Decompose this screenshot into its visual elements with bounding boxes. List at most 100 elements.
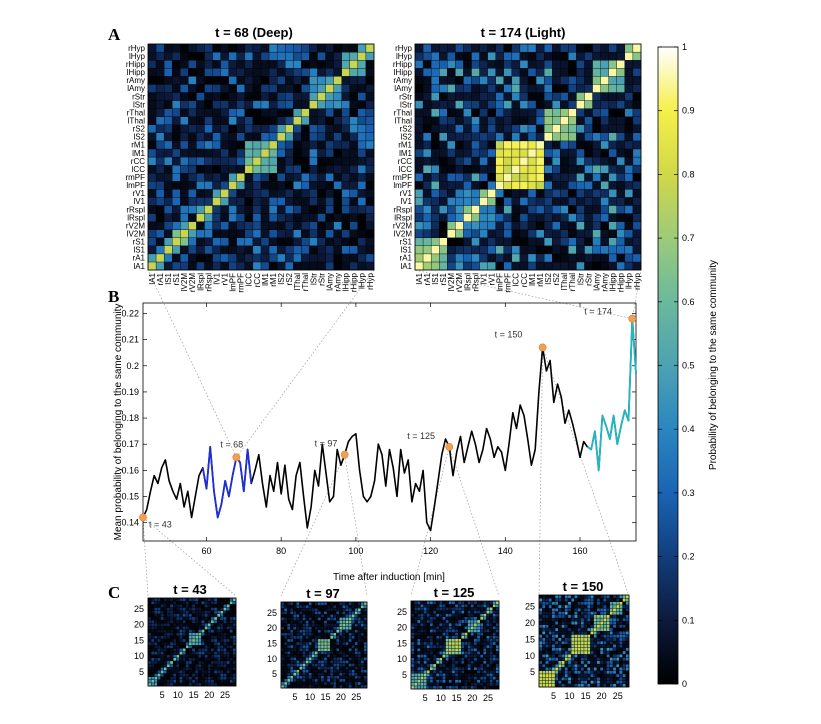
matrix-cell bbox=[303, 676, 306, 679]
matrix-cell bbox=[542, 602, 545, 605]
matrix-cell bbox=[520, 44, 528, 52]
matrix-cell bbox=[188, 262, 196, 270]
matrix-cell bbox=[318, 254, 326, 262]
matrix-cell bbox=[496, 661, 499, 664]
matrix-cell bbox=[293, 205, 301, 213]
matrix-cell bbox=[431, 230, 439, 238]
matrix-cell bbox=[230, 633, 233, 636]
matrix-cell bbox=[301, 125, 309, 133]
matrix-cell bbox=[358, 645, 361, 648]
matrix-cell bbox=[623, 602, 626, 605]
matrix-cell bbox=[458, 639, 461, 642]
matrix-cell bbox=[309, 165, 317, 173]
matrix-cell bbox=[284, 685, 287, 688]
y-tick-label: 0.22 bbox=[121, 308, 139, 318]
matrix-cell bbox=[424, 664, 427, 667]
matrix-cell bbox=[417, 673, 420, 676]
matrix-cell bbox=[565, 661, 568, 664]
row-label: rAmy bbox=[393, 76, 412, 85]
matrix-cell bbox=[616, 657, 619, 660]
matrix-cell bbox=[156, 189, 164, 197]
matrix-cell bbox=[164, 246, 172, 254]
matrix-cell bbox=[463, 238, 471, 246]
matrix-cell bbox=[349, 639, 352, 642]
matrix-cell bbox=[528, 157, 536, 165]
matrix-cell bbox=[616, 661, 619, 664]
matrix-cell bbox=[415, 222, 423, 230]
matrix-cell bbox=[333, 627, 336, 630]
matrix-cell bbox=[318, 262, 326, 270]
matrix-cell bbox=[472, 68, 480, 76]
matrix-cell bbox=[151, 677, 154, 680]
matrix-cell bbox=[520, 205, 528, 213]
matrix-cell bbox=[350, 254, 358, 262]
matrix-cell bbox=[339, 676, 342, 679]
matrix-cell bbox=[528, 238, 536, 246]
matrix-cell bbox=[287, 639, 290, 642]
matrix-cell bbox=[431, 197, 439, 205]
matrix-light: t = 174 (Light) lA1lA1rA1rA1lS1lS1rS1rS1… bbox=[392, 25, 641, 293]
matrix-cell bbox=[447, 92, 455, 100]
matrix-cell bbox=[480, 661, 483, 664]
matrix-cell bbox=[552, 149, 560, 157]
matrix-cell bbox=[619, 671, 622, 674]
matrix-cell bbox=[483, 645, 486, 648]
matrix-cell bbox=[552, 684, 555, 687]
matrix-cell bbox=[167, 642, 170, 645]
matrix-cell bbox=[156, 157, 164, 165]
matrix-cell bbox=[221, 173, 229, 181]
matrix-cell bbox=[590, 608, 593, 611]
matrix-cell bbox=[626, 674, 629, 677]
matrix-cell bbox=[625, 141, 633, 149]
matrix-cell bbox=[560, 230, 568, 238]
matrix-cell bbox=[544, 197, 552, 205]
matrix-deep-title: t = 68 (Deep) bbox=[215, 25, 293, 40]
matrix-cell bbox=[594, 605, 597, 608]
matrix-cell bbox=[480, 670, 483, 673]
matrix-cell bbox=[568, 638, 571, 641]
matrix-cell bbox=[189, 670, 192, 673]
matrix-cell bbox=[318, 670, 321, 673]
matrix-cell bbox=[245, 246, 253, 254]
matrix-cell bbox=[290, 624, 293, 627]
matrix-cell bbox=[446, 664, 449, 667]
matrix-cell bbox=[309, 645, 312, 648]
matrix-cell bbox=[196, 92, 204, 100]
matrix-cell bbox=[610, 595, 613, 598]
matrix-cell bbox=[296, 657, 299, 660]
matrix-cell bbox=[447, 181, 455, 189]
small-tick-x: 15 bbox=[321, 692, 331, 702]
matrix-cell bbox=[504, 92, 512, 100]
matrix-cell bbox=[574, 677, 577, 680]
matrix-cell bbox=[430, 658, 433, 661]
matrix-cell bbox=[161, 614, 164, 617]
matrix-cell bbox=[512, 101, 520, 109]
matrix-cell bbox=[221, 165, 229, 173]
matrix-cell bbox=[597, 671, 600, 674]
matrix-cell bbox=[552, 92, 560, 100]
marker-label: t = 68 bbox=[220, 439, 243, 449]
matrix-cell bbox=[223, 680, 226, 683]
matrix-cell bbox=[293, 682, 296, 685]
matrix-cell bbox=[299, 660, 302, 663]
matrix-cell bbox=[211, 673, 214, 676]
matrix-cell bbox=[321, 642, 324, 645]
matrix-cell bbox=[309, 682, 312, 685]
matrix-cell bbox=[571, 641, 574, 644]
matrix-cell bbox=[201, 664, 204, 667]
matrix-cell bbox=[486, 664, 489, 667]
matrix-cell bbox=[157, 670, 160, 673]
matrix-cell bbox=[601, 133, 609, 141]
matrix-cell bbox=[195, 651, 198, 654]
matrix-cell bbox=[486, 607, 489, 610]
matrix-cell bbox=[188, 149, 196, 157]
matrix-cell bbox=[542, 648, 545, 651]
matrix-cell bbox=[227, 658, 230, 661]
matrix-cell bbox=[176, 633, 179, 636]
matrix-cell bbox=[342, 630, 345, 633]
colorbar-tick-label: 0.5 bbox=[682, 361, 695, 371]
matrix-cell bbox=[201, 661, 204, 664]
matrix-cell bbox=[545, 615, 548, 618]
matrix-cell bbox=[504, 230, 512, 238]
matrix-cell bbox=[565, 631, 568, 634]
